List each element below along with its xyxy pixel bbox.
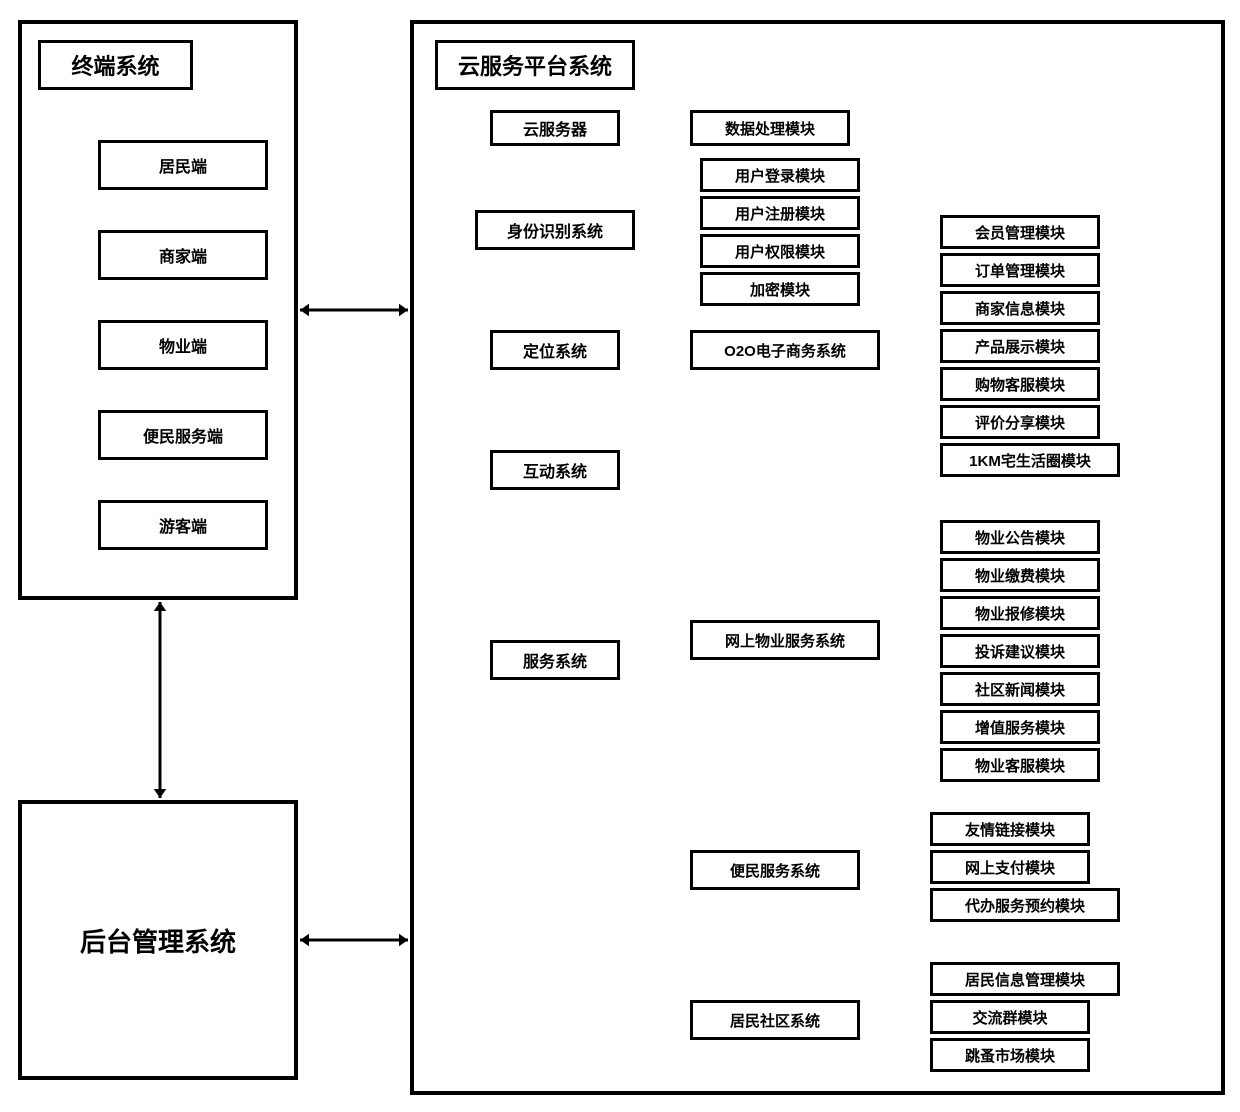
l2-4-c2-g1: 交流群模块: [930, 1000, 1090, 1034]
l2-2-c0-g6: 1KM宅生活圈模块: [940, 443, 1120, 477]
level2-0-child-0: 数据处理模块: [690, 110, 850, 146]
l2-4-c1-g1: 网上支付模块: [930, 850, 1090, 884]
l2-4-c0-g6: 物业客服模块: [940, 748, 1100, 782]
l2-2-c0-g5: 评价分享模块: [940, 405, 1100, 439]
level2-4-child-1: 便民服务系统: [690, 850, 860, 890]
level2-1-child-3: 加密模块: [700, 272, 860, 306]
terminal-item-3: 便民服务端: [98, 410, 268, 460]
terminal-item-1: 商家端: [98, 230, 268, 280]
l2-2-c0-g2: 商家信息模块: [940, 291, 1100, 325]
level2-3: 互动系统: [490, 450, 620, 490]
level2-0: 云服务器: [490, 110, 620, 146]
level2-2-child-0: O2O电子商务系统: [690, 330, 880, 370]
l2-4-c0-g3: 投诉建议模块: [940, 634, 1100, 668]
backend-box: 后台管理系统: [18, 800, 298, 1080]
level2-1-child-1: 用户注册模块: [700, 196, 860, 230]
l2-4-c2-g2: 跳蚤市场模块: [930, 1038, 1090, 1072]
l2-4-c0-g2: 物业报修模块: [940, 596, 1100, 630]
level2-1-child-2: 用户权限模块: [700, 234, 860, 268]
l2-2-c0-g0: 会员管理模块: [940, 215, 1100, 249]
l2-4-c1-g2: 代办服务预约模块: [930, 888, 1120, 922]
l2-4-c0-g1: 物业缴费模块: [940, 558, 1100, 592]
cloud-title: 云服务平台系统: [435, 40, 635, 90]
terminal-item-4: 游客端: [98, 500, 268, 550]
level2-1-child-0: 用户登录模块: [700, 158, 860, 192]
l2-4-c1-g0: 友情链接模块: [930, 812, 1090, 846]
level2-2: 定位系统: [490, 330, 620, 370]
l2-4-c0-g0: 物业公告模块: [940, 520, 1100, 554]
level2-4-child-0: 网上物业服务系统: [690, 620, 880, 660]
level2-1: 身份识别系统: [475, 210, 635, 250]
l2-4-c0-g5: 增值服务模块: [940, 710, 1100, 744]
terminal-title: 终端系统: [38, 40, 193, 90]
l2-4-c2-g0: 居民信息管理模块: [930, 962, 1120, 996]
l2-2-c0-g3: 产品展示模块: [940, 329, 1100, 363]
l2-2-c0-g4: 购物客服模块: [940, 367, 1100, 401]
l2-2-c0-g1: 订单管理模块: [940, 253, 1100, 287]
l2-4-c0-g4: 社区新闻模块: [940, 672, 1100, 706]
terminal-item-2: 物业端: [98, 320, 268, 370]
terminal-item-0: 居民端: [98, 140, 268, 190]
level2-4-child-2: 居民社区系统: [690, 1000, 860, 1040]
level2-4: 服务系统: [490, 640, 620, 680]
